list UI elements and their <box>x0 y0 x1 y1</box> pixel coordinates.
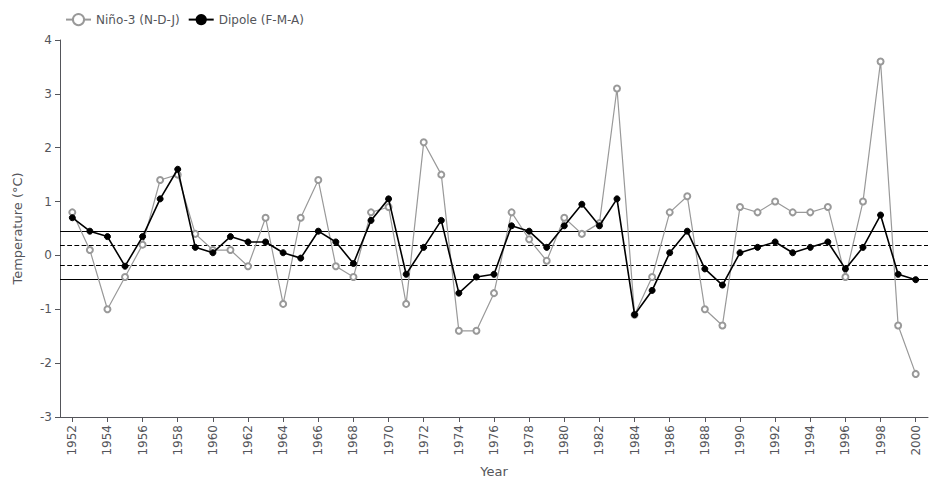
svg-text:1980: 1980 <box>557 425 571 456</box>
svg-text:1996: 1996 <box>838 425 852 456</box>
svg-text:1970: 1970 <box>382 425 396 456</box>
svg-text:0: 0 <box>44 248 52 262</box>
svg-text:1982: 1982 <box>592 425 606 456</box>
svg-text:1972: 1972 <box>417 425 431 456</box>
svg-text:1968: 1968 <box>346 425 360 456</box>
svg-text:3: 3 <box>44 87 52 101</box>
svg-text:1960: 1960 <box>206 425 220 456</box>
svg-text:1990: 1990 <box>733 425 747 456</box>
svg-text:1954: 1954 <box>100 425 114 456</box>
svg-text:-1: -1 <box>40 302 52 316</box>
svg-text:1992: 1992 <box>768 425 782 456</box>
svg-text:1966: 1966 <box>311 425 325 456</box>
svg-text:Year: Year <box>479 464 508 479</box>
svg-text:1958: 1958 <box>171 425 185 456</box>
svg-text:1994: 1994 <box>803 425 817 456</box>
svg-text:-3: -3 <box>40 410 52 424</box>
svg-text:1984: 1984 <box>628 425 642 456</box>
svg-text:Niño-3 (N-D-J): Niño-3 (N-D-J) <box>96 13 180 27</box>
svg-text:2000: 2000 <box>909 425 923 456</box>
svg-text:1978: 1978 <box>522 425 536 456</box>
svg-text:Dipole (F-M-A): Dipole (F-M-A) <box>219 13 304 27</box>
svg-text:1986: 1986 <box>663 425 677 456</box>
svg-text:1956: 1956 <box>136 425 150 456</box>
svg-text:1964: 1964 <box>276 425 290 456</box>
svg-text:-2: -2 <box>40 356 52 370</box>
svg-text:1976: 1976 <box>487 425 501 456</box>
svg-text:1962: 1962 <box>241 425 255 456</box>
svg-text:Temperature (°C): Temperature (°C) <box>10 172 25 285</box>
svg-text:1988: 1988 <box>698 425 712 456</box>
svg-text:1952: 1952 <box>65 425 79 456</box>
svg-text:1998: 1998 <box>874 425 888 456</box>
svg-text:4: 4 <box>44 33 52 47</box>
svg-text:2: 2 <box>44 141 52 155</box>
svg-text:1: 1 <box>44 195 52 209</box>
svg-text:1974: 1974 <box>452 425 466 456</box>
